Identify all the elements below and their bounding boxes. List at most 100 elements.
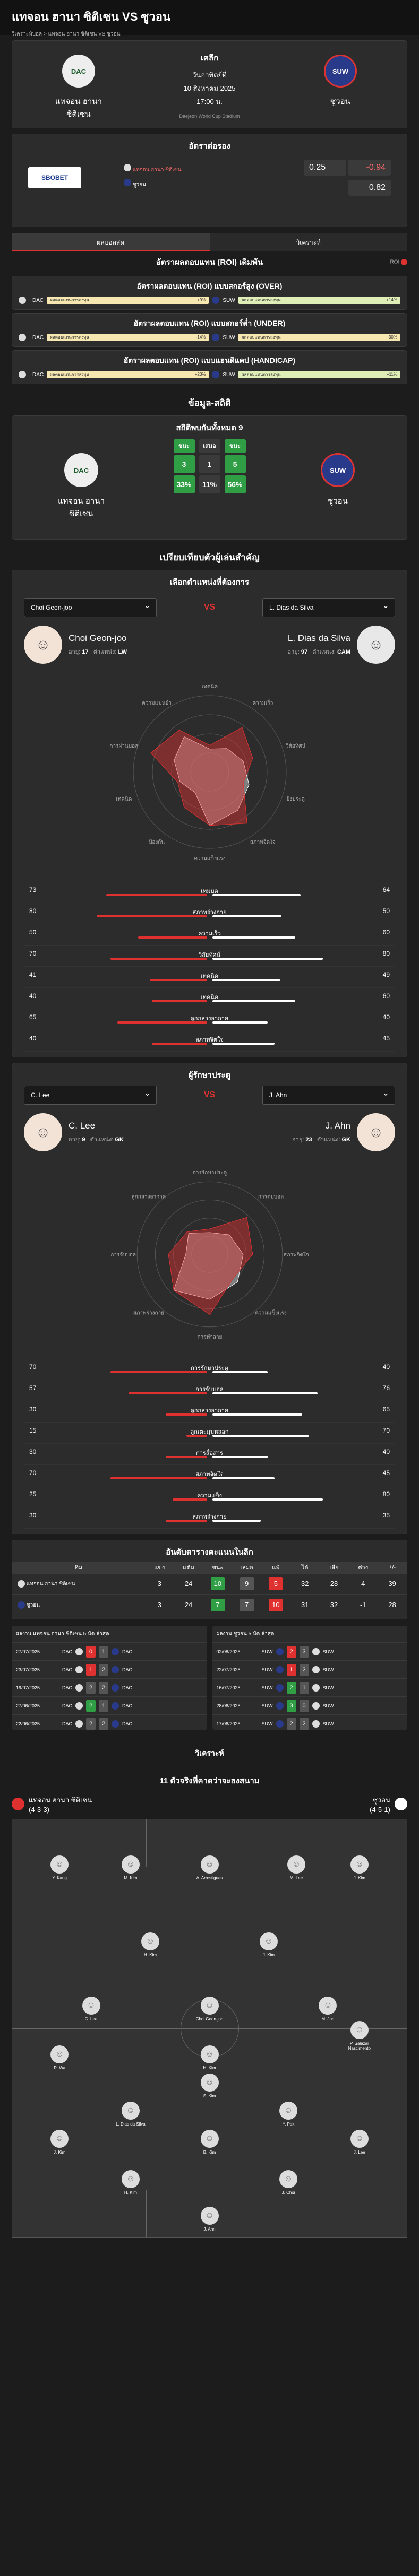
roi-away-bar: ผลตอบแทนการลงทุน -30% xyxy=(238,334,400,341)
radar-label: เทคนิค xyxy=(116,796,132,802)
away-team[interactable]: SUW ซูวอน xyxy=(317,55,364,108)
table-header: ชนะ xyxy=(203,1562,233,1573)
recent-match-row[interactable]: 28/06/2025 SUW 3 0 SUW xyxy=(212,1696,407,1714)
player-avatar-icon: ☺ xyxy=(50,2130,69,2148)
lineup-player[interactable]: ☺ P. Salazar Nascimento xyxy=(338,2021,381,2051)
stat-row: 30 ลูกกลางอากาศ 65 xyxy=(24,1401,395,1423)
player-avatar-icon: ☺ xyxy=(200,1855,219,1874)
home-crest-icon: DAC xyxy=(64,453,98,487)
radar-label: วิสัยทัศน์ xyxy=(286,743,306,749)
stat-row: 30 การสื่อสาร 40 xyxy=(24,1444,395,1465)
home-kit-icon xyxy=(12,1798,24,1810)
tab-analysis[interactable]: วิเคราะห์ xyxy=(209,233,407,251)
left-stat-bar xyxy=(138,936,207,939)
lineup-player[interactable]: ☺ H. Kim xyxy=(189,2045,231,2070)
roi-home-bar: ผลตอบแทนการลงทุน -14% xyxy=(47,334,209,341)
away-crest-icon: SUW xyxy=(324,55,357,88)
recent-match-row[interactable]: 22/06/2025 DAC 2 2 DAC xyxy=(12,1714,207,1732)
right-stat-bar xyxy=(212,958,323,960)
roi-toggle[interactable] xyxy=(401,259,407,265)
stat-row: 40 สภาพจิตใจ 45 xyxy=(24,1030,395,1052)
table-header: เสมอ xyxy=(232,1562,261,1573)
left-stat-bar xyxy=(166,1456,207,1458)
home-odds[interactable]: -0.94 xyxy=(348,160,391,176)
lineup-player[interactable]: ☺ M. Kim xyxy=(109,1855,152,1880)
lineup-player[interactable]: ☺ J. Lee xyxy=(338,2130,381,2155)
recent-match-row[interactable]: 19/07/2025 DAC 2 2 DAC xyxy=(12,1678,207,1696)
player-avatar-icon: ☺ xyxy=(350,2021,369,2039)
lineup-player[interactable]: ☺ A. Arrestigues xyxy=(189,1855,231,1880)
lineup-player[interactable]: ☺ J. Kim xyxy=(38,2130,81,2155)
lineup-player[interactable]: ☺ J. Ahn xyxy=(189,2206,231,2232)
lineup-player[interactable]: ☺ H. Kim xyxy=(129,1932,172,1957)
away-odds[interactable]: 0.82 xyxy=(348,180,391,196)
lineup-player[interactable]: ☺ C. Lee xyxy=(70,1997,113,2022)
lineup-player[interactable]: ☺ Y. Pak xyxy=(267,2102,310,2127)
lineup-player[interactable]: ☺ J. Kim xyxy=(338,1855,381,1880)
left-gk-select[interactable]: C. Lee xyxy=(24,1085,157,1105)
player-avatar-icon: ☺ xyxy=(200,2073,219,2092)
player-avatar-icon: ☺ xyxy=(200,2045,219,2063)
handicap-line[interactable]: 0.25 xyxy=(304,160,346,176)
radar-label: การผ่านบอล xyxy=(109,743,138,749)
right-stat-bar xyxy=(212,1456,268,1458)
breadcrumb: วิเคราะห์บอล > แทจอน ฮานา ซิติเซน VS ซูว… xyxy=(12,31,121,37)
recent-match-row[interactable]: 17/06/2025 SUW 2 2 SUW xyxy=(212,1714,407,1732)
breadcrumb-home[interactable]: วิเคราะห์บอล xyxy=(12,31,42,37)
recent-match-row[interactable]: 22/07/2025 SUW 1 2 SUW xyxy=(212,1660,407,1678)
stat-row: 70 การรักษาประตู 40 xyxy=(24,1359,395,1380)
page-title: แทจอน ฮานา ซิติเซน VS ซูวอน xyxy=(12,10,171,23)
stat-row: 65 ลูกกลางอากาศ 40 xyxy=(24,1009,395,1030)
radar-label: ความแข็งแรง xyxy=(194,854,225,862)
lineup-player[interactable]: ☺ Choi Geon-joo xyxy=(189,1997,231,2022)
tab-live-score[interactable]: ผลบอลสด xyxy=(12,233,210,251)
roi-card: อัตราผลตอบแทน (ROI) แบบสกอร์สูง (OVER) D… xyxy=(12,276,407,310)
recent-match-row[interactable]: 27/06/2025 DAC 2 1 DAC xyxy=(12,1696,207,1714)
right-player-select[interactable]: L. Dias da Silva xyxy=(262,597,395,617)
radar-label: การจับบอล xyxy=(110,1252,136,1258)
table-header: +/- xyxy=(378,1562,407,1573)
recent-match-row[interactable]: 16/07/2025 SUW 2 1 SUW xyxy=(212,1678,407,1696)
lineup-player[interactable]: ☺ M. Lee xyxy=(275,1855,318,1880)
radar-label: ยิงประตู xyxy=(286,796,304,802)
table-row[interactable]: แทจอน ฮานา ซิติเซน 3 24 10 9 5 32 28 4 39 xyxy=(12,1573,407,1594)
player-avatar-icon: ☺ xyxy=(141,1932,160,1950)
radar-label: การทำลาย xyxy=(198,1334,223,1340)
lineup-player[interactable]: ☺ B. Kim xyxy=(189,2130,231,2155)
radar-label: สภาพจิตใจ xyxy=(250,839,276,845)
odds-card: อัตราต่อรอง SBOBET แทจอน ฮานา ซิติเซน ซู… xyxy=(12,134,407,227)
lineup-player[interactable]: ☺ Y. Kang xyxy=(38,1855,81,1880)
player-avatar-icon: ☺ xyxy=(279,2102,298,2120)
lineup-player[interactable]: ☺ J. Choi xyxy=(267,2170,310,2195)
lineup-player[interactable]: ☺ S. Kim xyxy=(189,2073,231,2098)
radar-label: เทคนิค xyxy=(202,684,218,690)
left-stat-bar xyxy=(110,1371,207,1373)
table-header: แพ้ xyxy=(261,1562,290,1573)
table-row[interactable]: ซูวอน 3 24 7 7 10 31 32 -1 28 xyxy=(12,1594,407,1616)
lineup-player[interactable]: ☺ L. Dias da Silva xyxy=(109,2102,152,2127)
left-stat-bar xyxy=(106,894,207,896)
sbobet-logo: SBOBET xyxy=(28,167,81,188)
right-gk-select[interactable]: J. Ahn xyxy=(262,1085,395,1105)
recent-match-row[interactable]: 27/07/2025 DAC 0 1 DAC xyxy=(12,1642,207,1660)
stat-row: 70 สภาพจิตใจ 45 xyxy=(24,1465,395,1486)
home-team[interactable]: DAC แทจอน ฮานา ซิติเซน xyxy=(55,55,102,120)
radar-ring xyxy=(191,1236,228,1273)
lineup-player[interactable]: ☺ J. Kim xyxy=(247,1932,290,1957)
table-header: ทีม xyxy=(12,1562,145,1573)
roi-card: อัตราผลตอบแทน (ROI) แบบแฮนดิแคป (HANDICA… xyxy=(12,350,407,384)
home-crest-icon: DAC xyxy=(62,55,95,88)
lineup-player[interactable]: ☺ M. Joo xyxy=(306,1997,349,2022)
player-avatar-icon: ☺ xyxy=(200,2206,219,2225)
left-stat-bar xyxy=(152,1000,207,1002)
lineup-player[interactable]: ☺ R. Wa xyxy=(38,2045,81,2070)
recent-match-row[interactable]: 02/08/2025 SUW 2 3 SUW xyxy=(212,1642,407,1660)
left-player-select[interactable]: Choi Geon-joo xyxy=(24,597,157,617)
left-stat-bar xyxy=(173,1498,207,1501)
gk-radar-chart: การรักษาประตูการตบบอลสภาพจิตใจความแข็งแร… xyxy=(110,1170,309,1340)
roi-home-bar: ผลตอบแทนการลงทุน +9% xyxy=(47,297,209,304)
lineup-player[interactable]: ☺ H. Kim xyxy=(109,2170,152,2195)
radar-ring xyxy=(136,1181,283,1328)
recent-match-row[interactable]: 23/07/2025 DAC 1 2 DAC xyxy=(12,1660,207,1678)
